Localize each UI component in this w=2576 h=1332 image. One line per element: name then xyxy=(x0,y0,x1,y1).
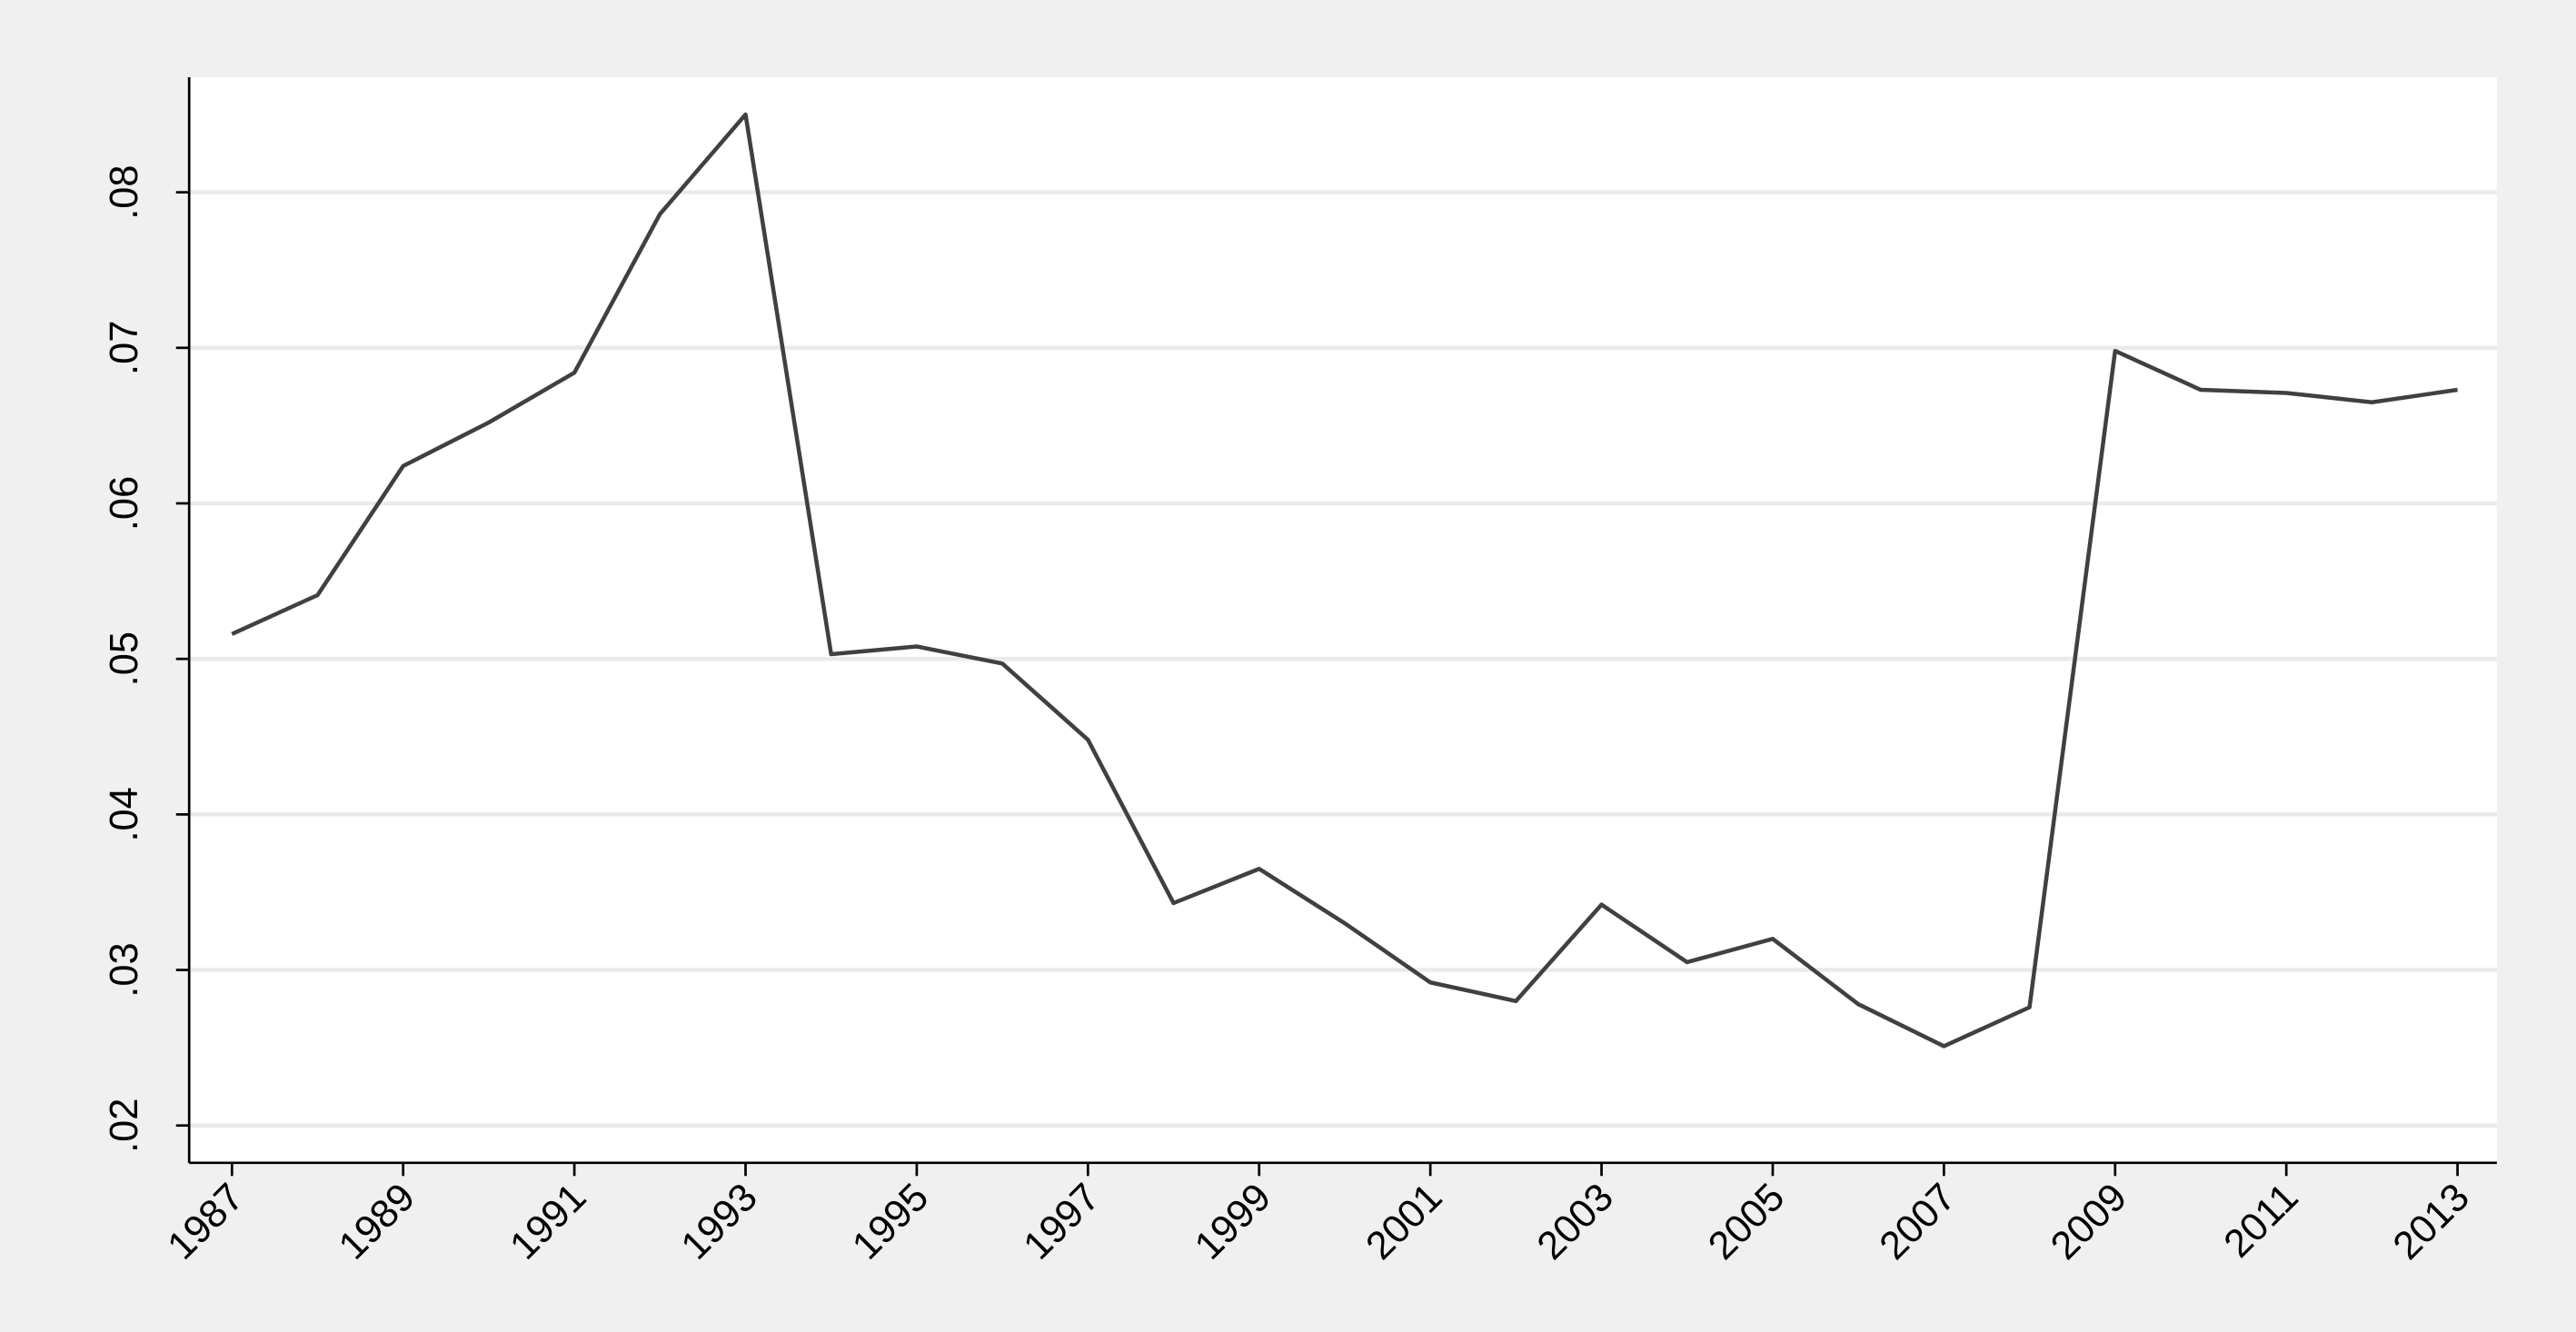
y-tick-label: .06 xyxy=(103,476,146,531)
y-tick-label: .02 xyxy=(103,1098,146,1153)
y-tick-label: .05 xyxy=(103,631,146,686)
y-tick-label: .04 xyxy=(103,787,146,841)
y-tick-label: .08 xyxy=(103,164,146,219)
y-tick-label: .07 xyxy=(103,321,146,375)
y-tick-label: .03 xyxy=(103,942,146,997)
data-line xyxy=(231,112,2458,1049)
plot-area xyxy=(189,76,2497,1163)
